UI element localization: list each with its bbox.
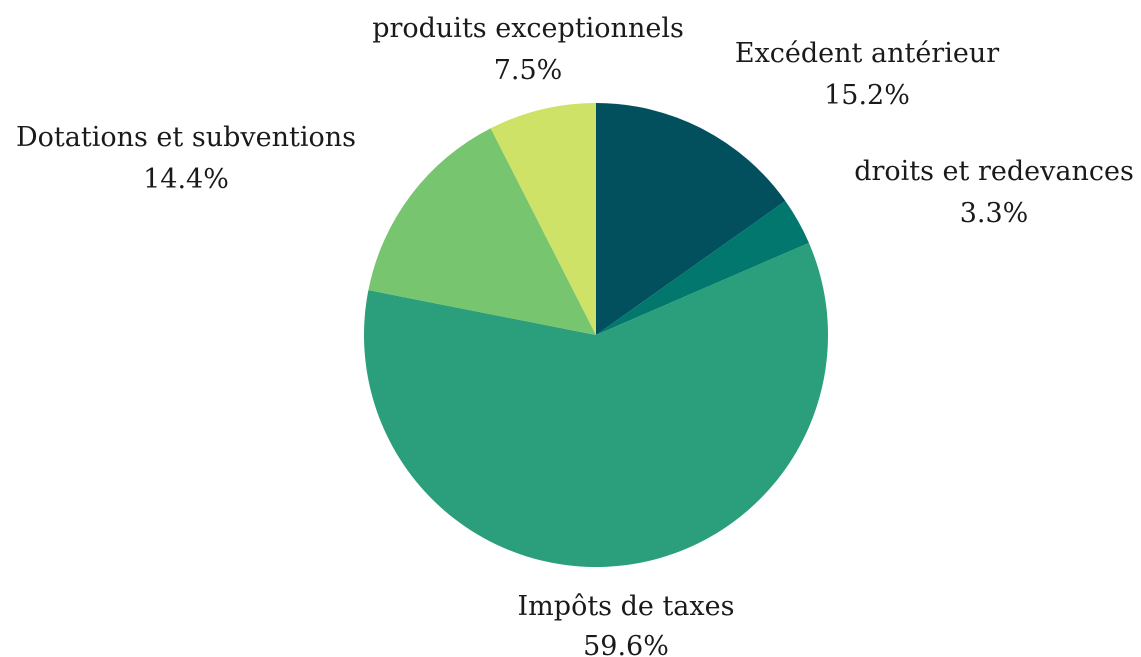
slice-label-produits-exceptionnels: produits exceptionnels 7.5% xyxy=(372,13,684,86)
slice-label-excedent-anterieur: Excédent antérieur 15.2% xyxy=(735,38,999,111)
slice-name-impots-de-taxes: Impôts de taxes xyxy=(518,591,735,622)
slice-value-dotations-et-subventions: 14.4% xyxy=(143,164,229,195)
slice-value-droits-et-redevances: 3.3% xyxy=(960,198,1029,229)
slice-value-produits-exceptionnels: 7.5% xyxy=(494,55,563,86)
pie-slice-produits-exceptionnels xyxy=(490,103,596,335)
slice-label-droits-et-redevances: droits et redevances 3.3% xyxy=(854,156,1134,229)
slice-name-dotations-et-subventions: Dotations et subventions xyxy=(16,122,356,153)
slice-name-produits-exceptionnels: produits exceptionnels xyxy=(372,13,684,44)
pie-slice-excedent-anterieur xyxy=(596,103,786,335)
slice-label-dotations-et-subventions: Dotations et subventions 14.4% xyxy=(16,122,356,195)
pie-slice-dotations-et-subventions xyxy=(368,128,596,335)
pie-slice-droits-et-redevances xyxy=(596,201,809,335)
slice-value-excedent-anterieur: 15.2% xyxy=(824,80,910,111)
slice-name-excedent-anterieur: Excédent antérieur xyxy=(735,38,999,69)
pie-slices xyxy=(364,103,829,568)
slice-value-impots-de-taxes: 59.6% xyxy=(583,631,669,657)
pie-slice-impots-de-taxes xyxy=(364,242,829,568)
slice-label-impots-de-taxes: Impôts de taxes 59.6% xyxy=(518,591,735,657)
slice-name-droits-et-redevances: droits et redevances xyxy=(854,156,1134,187)
